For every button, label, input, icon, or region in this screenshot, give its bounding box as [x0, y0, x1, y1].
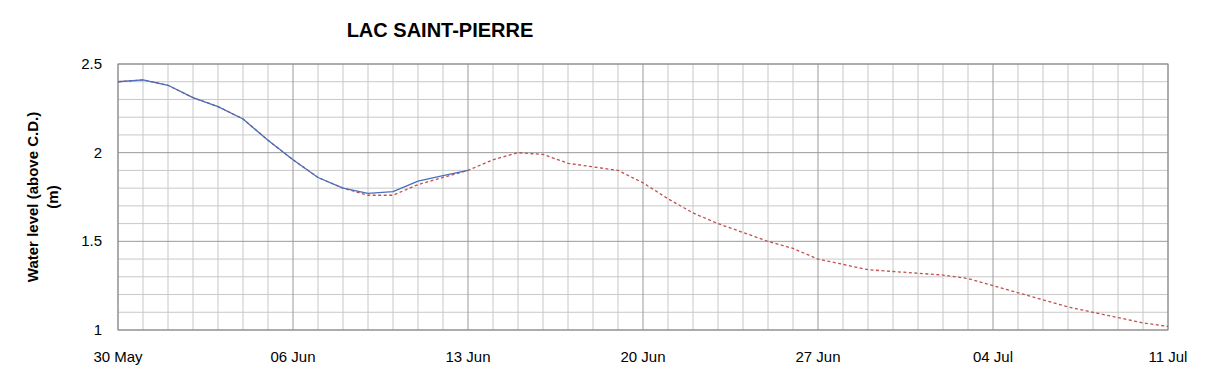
minor-grid-line [1118, 64, 1119, 330]
plot-frame [118, 64, 1168, 330]
background [0, 0, 1209, 378]
grid-line [118, 152, 1168, 153]
minor-grid-line [1093, 64, 1094, 330]
x-tick-label: 13 Jun [445, 348, 490, 365]
y-tick-label: 2 [94, 144, 102, 161]
minor-grid-line [793, 64, 794, 330]
minor-grid-line [243, 64, 244, 330]
minor-grid-line [593, 64, 594, 330]
minor-grid-line [868, 64, 869, 330]
minor-grid-line [318, 64, 319, 330]
minor-grid-line [518, 64, 519, 330]
chart: 30 May 06 Jun 13 Jun 20 Jun 27 Jun 04 Jul 11 J… [0, 0, 1209, 378]
grid-line [293, 64, 294, 330]
minor-grid-line [493, 64, 494, 330]
minor-grid-line [268, 64, 269, 330]
minor-grid-line [168, 64, 169, 330]
minor-grid-line [943, 64, 944, 330]
minor-grid-line [768, 64, 769, 330]
minor-grid-line [918, 64, 919, 330]
minor-grid-line [968, 64, 969, 330]
minor-grid-line [368, 64, 369, 330]
minor-grid-line [718, 64, 719, 330]
minor-grid-line [418, 64, 419, 330]
grid-line [818, 64, 819, 330]
minor-grid-line [443, 64, 444, 330]
y-tick-label: 1.5 [81, 232, 102, 249]
x-tick-label: 04 Jul [973, 348, 1013, 365]
minor-grid-line [693, 64, 694, 330]
grid [118, 64, 1168, 330]
minor-grid-line [1143, 64, 1144, 330]
series-line [118, 80, 1168, 326]
x-tick-label: 20 Jun [620, 348, 665, 365]
minor-grid-line [1043, 64, 1044, 330]
series-line [118, 80, 468, 193]
minor-grid-line [543, 64, 544, 330]
y-axis-label: Water level (above C.D.) [24, 112, 41, 282]
minor-grid-line [568, 64, 569, 330]
y-tick-label: 1 [94, 321, 102, 338]
minor-grid-line [743, 64, 744, 330]
y-axis-label: (m) [44, 185, 61, 208]
minor-grid-line [668, 64, 669, 330]
x-tick-label: 11 Jul [1149, 348, 1188, 365]
minor-grid-line [143, 64, 144, 330]
minor-grid-line [193, 64, 194, 330]
grid-line [993, 64, 994, 330]
minor-grid-line [1068, 64, 1069, 330]
minor-grid-line [618, 64, 619, 330]
grid-line [118, 241, 1168, 242]
grid-line [643, 64, 644, 330]
y-tick-label: 2.5 [81, 55, 102, 72]
grid-line [468, 64, 469, 330]
series-group [118, 80, 1168, 326]
minor-grid-line [843, 64, 844, 330]
title: LAC SAINT-PIERRE [347, 19, 534, 41]
minor-grid-line [218, 64, 219, 330]
x-tick-label: 27 Jun [795, 348, 840, 365]
x-tick-label: 30 May [93, 348, 143, 365]
minor-grid-line [1018, 64, 1019, 330]
x-tick-label: 06 Jun [270, 348, 315, 365]
minor-grid-line [343, 64, 344, 330]
minor-grid-line [393, 64, 394, 330]
minor-grid-line [893, 64, 894, 330]
